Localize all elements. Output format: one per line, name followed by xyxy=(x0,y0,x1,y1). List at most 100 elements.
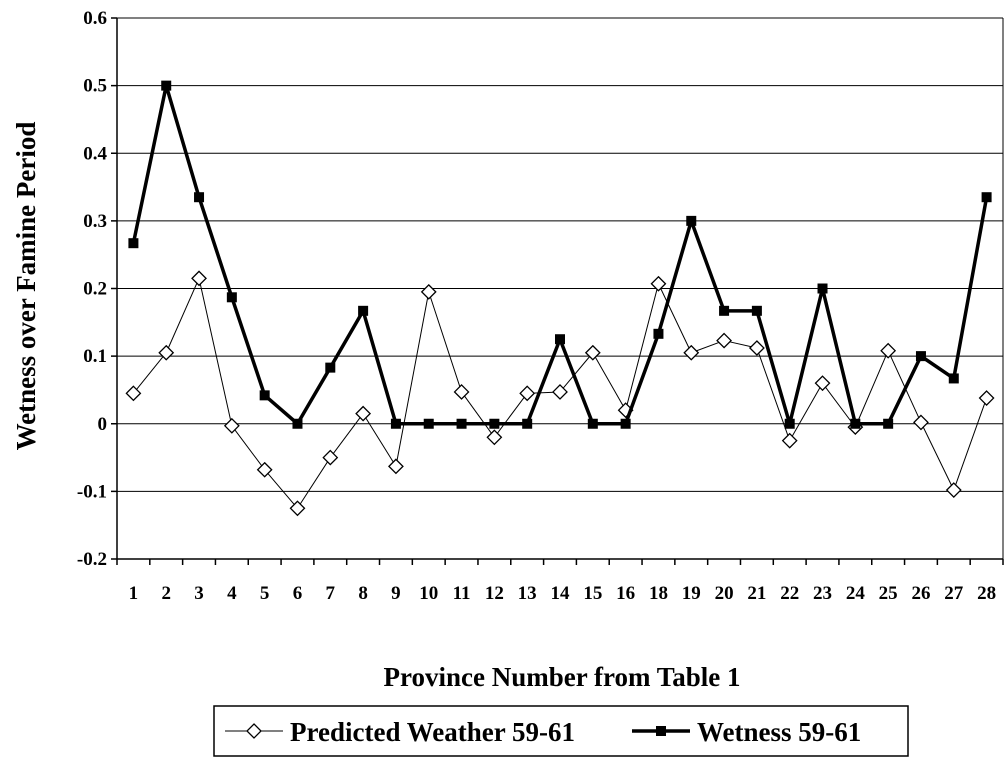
data-point-diamond xyxy=(223,417,240,434)
data-point-diamond xyxy=(420,283,437,300)
x-tick-label: 15 xyxy=(583,583,602,604)
y-tick-label: 0.5 xyxy=(83,76,107,97)
data-point-square xyxy=(883,418,894,429)
data-point-square xyxy=(555,334,565,345)
data-point-square xyxy=(653,328,664,339)
data-point-square xyxy=(817,283,828,294)
data-point-square xyxy=(456,418,467,429)
data-point-square xyxy=(194,192,205,203)
data-point-diamond xyxy=(584,344,601,361)
data-point-square xyxy=(620,418,631,429)
x-tick-label: 27 xyxy=(944,583,964,604)
y-tick-label: 0.4 xyxy=(83,143,107,164)
data-point-square xyxy=(719,305,730,316)
legend-label-wetness: Wetness 59-61 xyxy=(697,717,861,747)
data-point-square xyxy=(587,418,598,429)
x-tick-label: 5 xyxy=(260,583,270,604)
x-tick-label: 7 xyxy=(326,583,336,604)
data-point-square xyxy=(948,373,959,384)
y-tick-label: 0 xyxy=(98,414,108,435)
data-point-diamond xyxy=(880,342,897,359)
x-tick-label: 3 xyxy=(194,583,204,604)
x-tick-label: 21 xyxy=(747,583,766,604)
series-predicted-weather xyxy=(125,270,995,517)
data-point-square xyxy=(522,418,533,429)
data-point-square xyxy=(358,305,369,316)
x-tick-label: 13 xyxy=(518,583,537,604)
data-point-square xyxy=(850,418,861,429)
x-tick-label: 9 xyxy=(391,583,401,604)
x-tick-label: 1 xyxy=(129,583,139,604)
axes xyxy=(111,17,1004,565)
data-point-diamond xyxy=(289,500,306,517)
x-tick-label: 8 xyxy=(358,583,368,604)
data-point-diamond xyxy=(683,344,700,361)
x-tick-label: 24 xyxy=(846,583,866,604)
data-point-square xyxy=(161,80,172,91)
y-tick-label: -0.1 xyxy=(77,481,107,502)
series-wetness xyxy=(128,80,992,429)
data-point-square xyxy=(226,292,237,303)
legend-label-predicted: Predicted Weather 59-61 xyxy=(290,717,575,747)
data-point-square xyxy=(128,238,139,249)
x-tick-label: 19 xyxy=(682,583,701,604)
data-point-diamond xyxy=(158,344,175,361)
x-axis-title: Province Number from Table 1 xyxy=(384,662,741,692)
data-point-diamond xyxy=(716,332,732,349)
x-tick-label: 26 xyxy=(911,583,930,604)
x-tick-label: 23 xyxy=(813,583,832,604)
legend: Predicted Weather 59-61 Wetness 59-61 xyxy=(213,705,909,757)
x-tick-label: 12 xyxy=(485,583,504,604)
x-tick-label: 2 xyxy=(161,583,171,604)
x-tick-label: 6 xyxy=(293,583,303,604)
y-tick-label: 0.6 xyxy=(83,8,107,29)
data-point-square xyxy=(423,418,434,429)
data-point-square xyxy=(751,305,762,316)
data-point-diamond xyxy=(388,458,404,475)
data-point-diamond xyxy=(453,384,470,400)
data-point-diamond xyxy=(781,432,798,449)
data-point-diamond xyxy=(748,340,765,356)
data-point-square xyxy=(915,351,926,362)
y-tick-label: 0.1 xyxy=(83,346,107,367)
data-point-square xyxy=(686,215,697,226)
data-point-diamond xyxy=(322,449,339,466)
legend-box xyxy=(213,705,909,757)
x-tick-label: 11 xyxy=(453,583,471,604)
x-tick-label: 25 xyxy=(879,583,898,604)
data-point-diamond xyxy=(486,429,503,446)
x-tick-label: 16 xyxy=(616,583,635,604)
data-point-square xyxy=(325,362,336,373)
data-point-square xyxy=(259,390,270,401)
data-point-diamond xyxy=(945,482,962,498)
data-point-diamond xyxy=(552,384,568,400)
y-tick-label: -0.2 xyxy=(77,549,107,570)
x-tick-label: 18 xyxy=(649,583,668,604)
y-tick-labels: -0.2 -0.1 0 0.1 0.2 0.3 0.4 0.5 0.6 xyxy=(77,8,108,570)
data-point-square xyxy=(390,418,401,429)
y-axis-title: Wetness over Famine Period xyxy=(11,122,41,451)
data-point-diamond xyxy=(125,385,142,402)
x-tick-label: 10 xyxy=(419,583,438,604)
x-tick-label: 22 xyxy=(780,583,799,604)
data-point-diamond xyxy=(913,414,929,431)
data-point-diamond xyxy=(256,461,273,478)
y-tick-label: 0.3 xyxy=(83,211,107,232)
y-tick-label: 0.2 xyxy=(83,279,107,300)
data-point-square xyxy=(292,418,303,429)
data-point-diamond xyxy=(814,375,831,392)
data-point-square xyxy=(981,192,992,203)
x-tick-label: 14 xyxy=(551,583,571,604)
data-point-diamond xyxy=(978,390,995,406)
x-tick-labels: 1 2 3 4 5 6 7 8 9 10 11 12 13 14 15 16 18 19 20 21 22 23 24 25 2… xyxy=(129,583,996,604)
data-point-square xyxy=(784,418,795,429)
x-tick-label: 28 xyxy=(977,583,996,604)
series-layer xyxy=(125,80,995,517)
legend-marker-square xyxy=(656,726,666,736)
x-tick-label: 20 xyxy=(715,583,734,604)
data-point-diamond xyxy=(355,405,372,422)
data-point-diamond xyxy=(650,275,667,292)
data-point-diamond xyxy=(191,270,207,287)
legend-marker-diamond xyxy=(246,723,262,739)
